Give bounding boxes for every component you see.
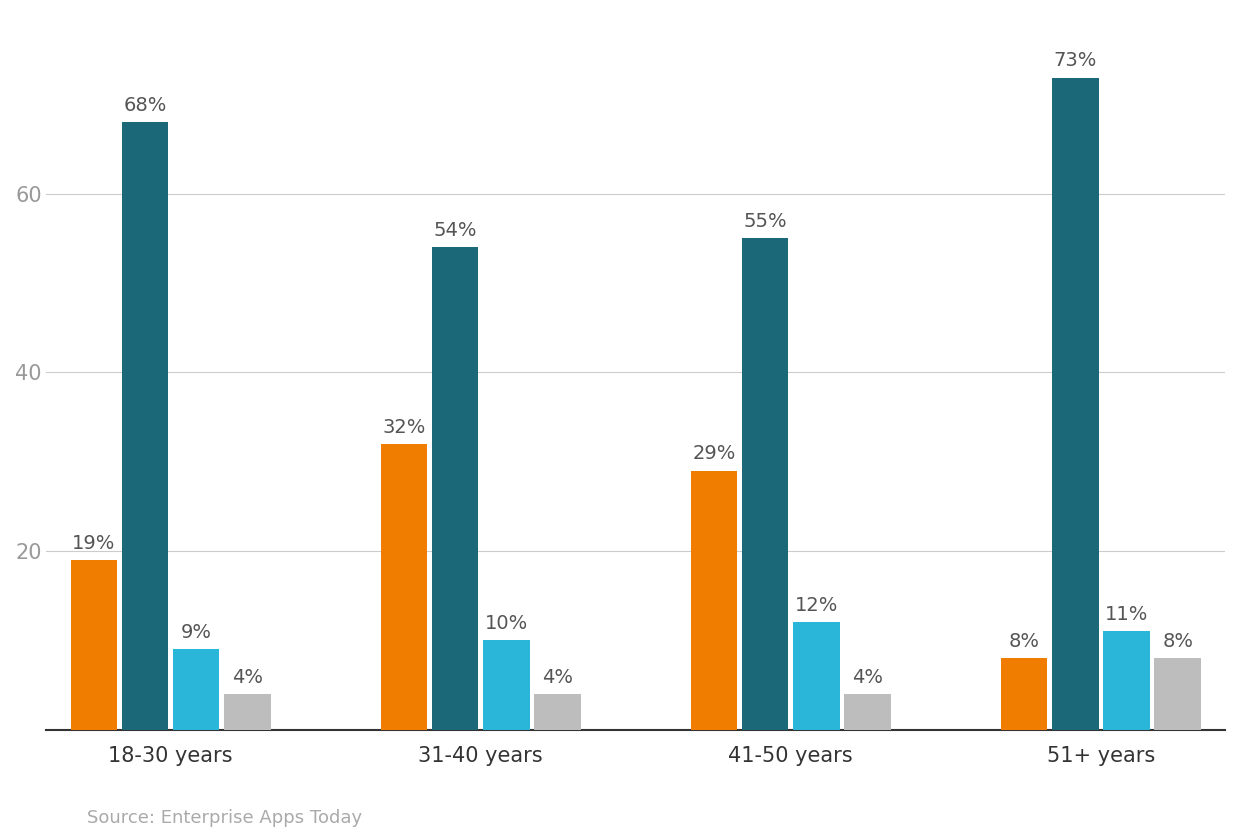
- Bar: [1104, 632, 1149, 729]
- Text: Source: Enterprise Apps Today: Source: Enterprise Apps Today: [87, 809, 362, 827]
- Text: 68%: 68%: [123, 96, 166, 115]
- Bar: [691, 470, 738, 729]
- Text: 10%: 10%: [485, 614, 528, 633]
- Text: 19%: 19%: [72, 533, 115, 553]
- Text: 4%: 4%: [852, 668, 883, 686]
- Text: 4%: 4%: [542, 668, 573, 686]
- Bar: [1154, 658, 1202, 729]
- Text: 8%: 8%: [1162, 632, 1193, 651]
- Bar: [71, 559, 117, 729]
- Bar: [1052, 77, 1099, 729]
- Bar: [742, 239, 789, 729]
- Text: 9%: 9%: [181, 623, 212, 642]
- Bar: [432, 247, 479, 729]
- Bar: [1001, 658, 1048, 729]
- Bar: [484, 640, 529, 729]
- Bar: [534, 694, 580, 729]
- Text: 73%: 73%: [1054, 51, 1097, 71]
- Bar: [844, 694, 890, 729]
- Text: 8%: 8%: [1008, 632, 1039, 651]
- Text: 54%: 54%: [433, 221, 477, 240]
- Text: 29%: 29%: [692, 444, 735, 464]
- Text: 55%: 55%: [744, 213, 787, 231]
- Text: 12%: 12%: [795, 596, 838, 615]
- Bar: [381, 444, 427, 729]
- Text: 32%: 32%: [382, 417, 425, 437]
- Bar: [122, 122, 169, 729]
- Bar: [224, 694, 270, 729]
- Text: 11%: 11%: [1105, 605, 1148, 624]
- Bar: [172, 649, 219, 729]
- Text: 4%: 4%: [232, 668, 263, 686]
- Bar: [794, 622, 839, 729]
